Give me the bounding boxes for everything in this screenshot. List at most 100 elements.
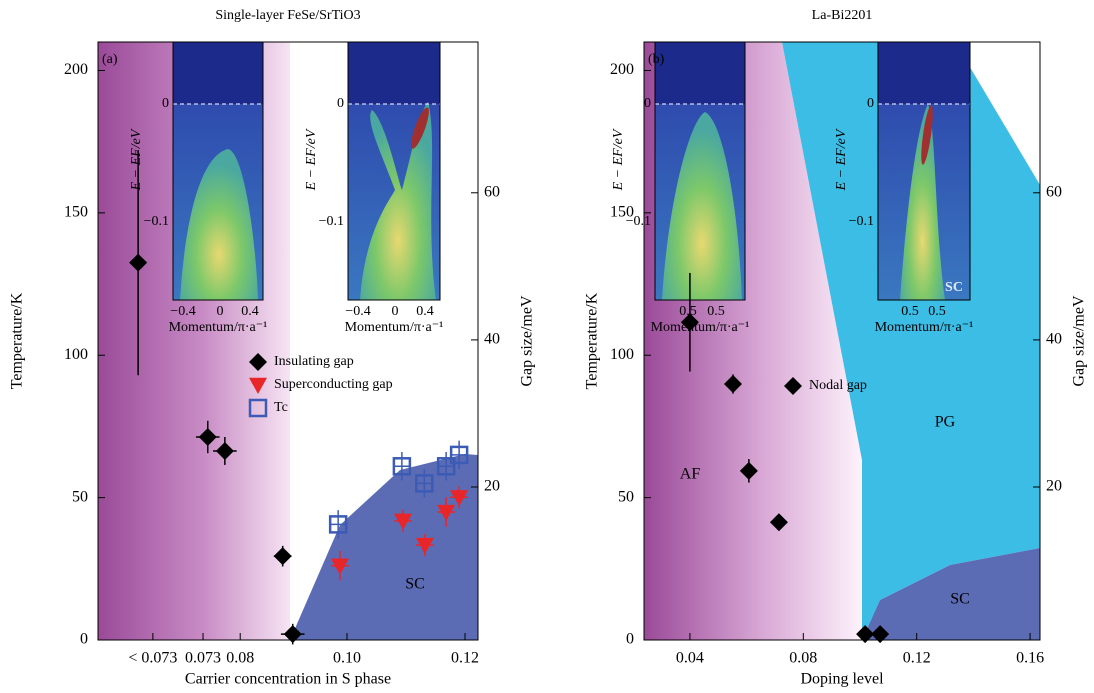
legend-label: Tc	[274, 400, 288, 415]
inset-y-tick-label: −0.1	[849, 214, 874, 229]
x-tick-label: 0.08	[789, 650, 817, 667]
inset-y-title: E − EF/eV	[611, 128, 626, 191]
plot-frame	[643, 41, 1041, 641]
inset-y-title: E − EF/eV	[834, 128, 849, 191]
arpes-image	[172, 41, 264, 301]
x-axis-title: Carrier concentration in S phase	[185, 671, 391, 688]
data-point	[415, 474, 434, 493]
inset-x-title: Momentum/π·a⁻¹	[875, 320, 974, 335]
data-point	[394, 513, 413, 530]
data-point	[437, 504, 456, 522]
legend-marker	[249, 353, 267, 371]
data-point	[680, 313, 699, 332]
x-tick-label: < 0.073	[128, 650, 177, 667]
y-axis-title: Temperature/K	[584, 292, 601, 389]
y-tick-label: 100	[610, 346, 634, 363]
chart-title: Single-layer FeSe/SrTiO3	[215, 8, 360, 23]
y2-tick-label: 20	[484, 478, 500, 495]
y-tick-label: 150	[610, 204, 634, 221]
panel-label: (a)	[102, 52, 118, 67]
inset-x-tick-label: 0.5	[928, 304, 946, 319]
inset-x-tick-label: −0.4	[170, 304, 195, 319]
y2-tick-label: 20	[1046, 478, 1062, 495]
plot-frame	[97, 41, 479, 641]
inset-y-tick-label: 0	[644, 96, 651, 111]
data-point	[856, 625, 875, 644]
y-tick-label: 0	[80, 631, 88, 648]
region-label: PG	[935, 414, 956, 431]
legend-label: Superconducting gap	[274, 377, 393, 392]
inset-y-tick-label: −0.1	[319, 214, 344, 229]
y-axis-title: Temperature/K	[9, 292, 26, 389]
data-point	[273, 547, 292, 566]
region-label: SC	[405, 576, 425, 593]
inset-y-tick-label: 0	[337, 96, 344, 111]
arpes-images	[172, 41, 971, 301]
inset-x-tick-label: 0	[392, 304, 399, 319]
x-tick-label: 0.04	[676, 650, 704, 667]
x-tick-label: 0.16	[1016, 650, 1044, 667]
y2-axis-title: Gap size/meV	[1071, 295, 1088, 387]
y2-tick-label: 40	[484, 331, 500, 348]
data-point	[739, 461, 758, 480]
inset-x-title: Momentum/π·a⁻¹	[169, 320, 268, 335]
x-axis-title: Doping level	[800, 671, 884, 688]
region-label: AF	[680, 466, 701, 483]
inset-x-tick-label: 0.5	[679, 304, 697, 319]
x-tick-label: 0.073	[185, 650, 221, 667]
legend-label: Nodal gap	[809, 378, 867, 393]
inset-y-tick-label: 0	[162, 96, 169, 111]
inset-y-tick-label: 0	[867, 96, 874, 111]
y-tick-label: 150	[64, 204, 88, 221]
inset-note: SC	[945, 280, 963, 295]
x-tick-label: 0.12	[903, 650, 931, 667]
region-label: SC	[950, 591, 970, 608]
data-point	[450, 490, 469, 507]
data-point	[769, 513, 788, 532]
x-tick-label: 0.08	[226, 650, 254, 667]
y2-tick-label: 60	[1046, 183, 1062, 200]
inset-x-title: Momentum/π·a⁻¹	[345, 320, 444, 335]
y2-axis-title: Gap size/meV	[519, 295, 536, 387]
arpes-image	[347, 41, 441, 301]
inset-x-tick-label: 0.5	[707, 304, 725, 319]
panel-label: (b)	[648, 52, 665, 67]
data-point	[215, 441, 234, 460]
data-point	[198, 427, 217, 446]
data-point	[436, 457, 456, 476]
y-tick-label: 100	[64, 346, 88, 363]
data-point	[871, 625, 890, 644]
legend-marker	[248, 398, 268, 418]
arpes-image	[654, 41, 746, 301]
inset-x-tick-label: 0.4	[416, 304, 434, 319]
inset-x-tick-label: 0.4	[241, 304, 259, 319]
legend-marker	[249, 377, 267, 394]
inset-x-tick-label: −0.4	[345, 304, 370, 319]
y-tick-label: 200	[610, 61, 634, 78]
data-point	[283, 625, 302, 644]
y-tick-label: 0	[626, 631, 634, 648]
data-point	[328, 515, 348, 534]
y-tick-label: 50	[72, 488, 88, 505]
chart-title: La-Bi2201	[812, 8, 873, 23]
x-tick-label: 0.10	[333, 650, 361, 667]
legend-label: Insulating gap	[274, 354, 354, 369]
data-point	[330, 558, 349, 575]
inset-x-tick-label: 0	[217, 304, 224, 319]
inset-y-tick-label: −0.1	[144, 214, 169, 229]
data-point	[392, 457, 412, 476]
sc-region	[862, 548, 1040, 640]
y2-tick-label: 40	[1046, 331, 1062, 348]
legend-marker	[784, 377, 802, 395]
arpes-image	[877, 41, 971, 301]
y-tick-label: 200	[64, 61, 88, 78]
data-point	[724, 375, 743, 394]
data-point	[129, 253, 148, 272]
y2-tick-label: 60	[484, 183, 500, 200]
data-point	[415, 537, 434, 555]
inset-y-tick-label: −0.1	[626, 214, 651, 229]
sc-region	[290, 454, 478, 640]
pg-region	[782, 42, 1040, 640]
x-tick-label: 0.12	[451, 650, 479, 667]
